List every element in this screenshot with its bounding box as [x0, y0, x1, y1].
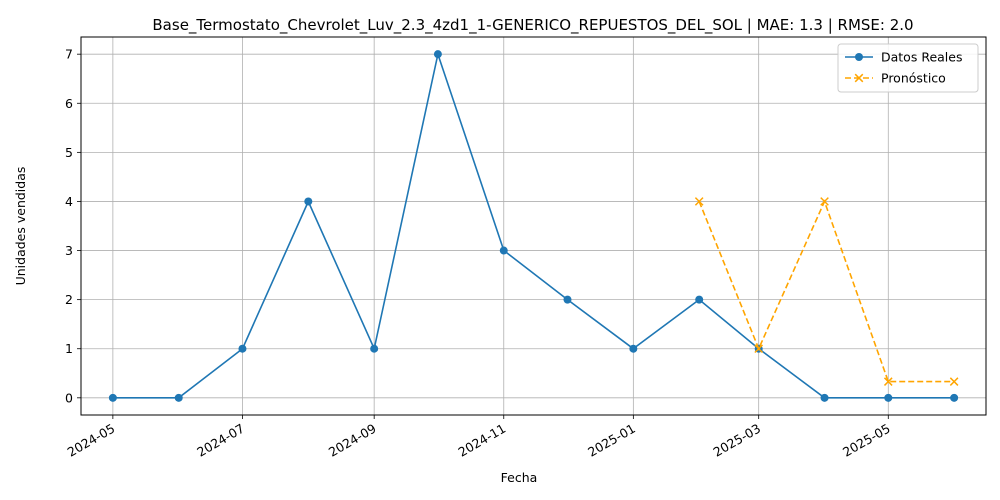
data-point	[563, 295, 572, 304]
data-point	[754, 344, 764, 354]
y-tick-label: 3	[65, 243, 73, 258]
series-2	[694, 197, 959, 386]
legend-box	[837, 43, 979, 93]
data-point	[820, 197, 829, 206]
y-tick-label: 1	[65, 341, 73, 356]
y-tick-label: 2	[65, 292, 73, 307]
legend-label: Pronóstico	[881, 71, 946, 86]
x-axis-label: Fecha	[501, 470, 538, 485]
y-tick-label: 7	[65, 47, 73, 62]
y-tick-label: 4	[65, 194, 73, 209]
data-point	[629, 344, 638, 353]
data-point	[695, 295, 704, 304]
legend-item: Datos Reales	[845, 50, 962, 65]
data-point	[949, 377, 959, 386]
series-layer	[108, 50, 959, 402]
legend-label: Datos Reales	[881, 50, 962, 65]
data-point	[304, 197, 313, 206]
legend-item: Pronóstico	[845, 71, 946, 86]
data-point	[238, 344, 247, 353]
chart-title: Base_Termostato_Chevrolet_Luv_2.3_4zd1_1…	[152, 16, 913, 35]
data-point	[694, 197, 704, 206]
y-tick-label: 5	[65, 145, 73, 160]
series-line	[112, 51, 955, 399]
legend-marker	[854, 73, 864, 83]
y-tick-label: 6	[65, 96, 73, 111]
data-point	[950, 393, 959, 402]
data-point	[884, 393, 893, 402]
y-axis-label: Unidades vendidas	[13, 167, 28, 286]
plot-frame	[80, 36, 987, 416]
legend-marker	[855, 53, 863, 61]
y-tick-label: 0	[65, 390, 73, 405]
data-point	[433, 50, 442, 59]
data-point	[820, 393, 829, 402]
series-1	[108, 50, 959, 402]
data-point	[174, 393, 183, 402]
data-point	[883, 377, 893, 386]
y-axis: 0 1 2 3 4 5 6 7	[65, 47, 81, 405]
data-point	[499, 246, 508, 255]
data-point	[370, 344, 379, 353]
data-point	[108, 393, 117, 402]
legend: Datos Reales Pronóstico	[837, 43, 979, 93]
